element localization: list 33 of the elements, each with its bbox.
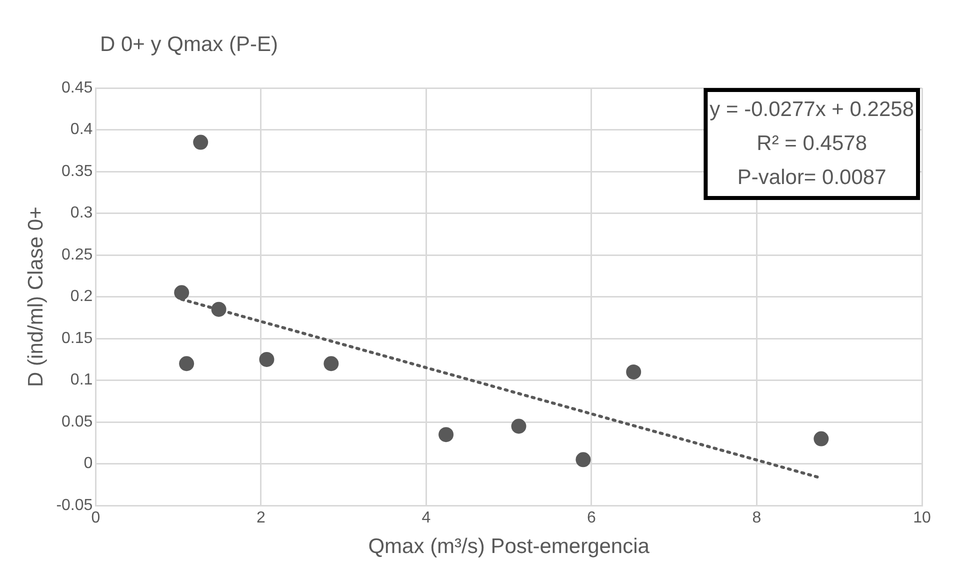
y-tick-label: 0.3 — [70, 204, 93, 222]
y-tick-label: 0.45 — [62, 79, 93, 96]
x-tick-label: 2 — [256, 510, 266, 527]
y-tick-label: -0.05 — [56, 497, 93, 514]
x-tick-label: 10 — [913, 510, 931, 527]
point — [438, 427, 454, 442]
point — [576, 452, 591, 468]
point — [324, 356, 339, 372]
point — [193, 134, 208, 150]
chart-title: D 0+ y Qmax (P-E) — [100, 32, 278, 56]
y-tick-label: 0.35 — [62, 162, 93, 180]
y-tick-label: 0.4 — [70, 121, 93, 138]
y-tick-label: 0.05 — [62, 413, 93, 430]
y-tick-label: 0.25 — [62, 246, 93, 264]
point — [179, 356, 194, 372]
y-tick-label: 0.1 — [70, 372, 93, 389]
x-tick-label: 8 — [752, 510, 762, 527]
x-tick-label: 6 — [587, 510, 596, 527]
y-tick-label: 0 — [84, 455, 93, 472]
annotation: R² = 0.4578 — [756, 132, 868, 155]
y-tick-label: 0.15 — [62, 330, 93, 347]
x-tick-label: 4 — [422, 510, 431, 527]
y-tick-label: 0.2 — [70, 288, 93, 306]
y-axis-title: D (ind/ml) Clase 0+ — [24, 206, 48, 387]
annotation: y = -0.0277x + 0.2258 — [710, 98, 914, 121]
point — [211, 302, 226, 317]
point — [259, 352, 274, 367]
point — [511, 418, 526, 434]
annotation: P-valor= 0.0087 — [737, 166, 886, 189]
point — [174, 285, 190, 300]
x-axis-title: Qmax (m³/s) Post-emergencia — [368, 535, 650, 558]
point — [814, 431, 829, 446]
point — [626, 364, 642, 380]
